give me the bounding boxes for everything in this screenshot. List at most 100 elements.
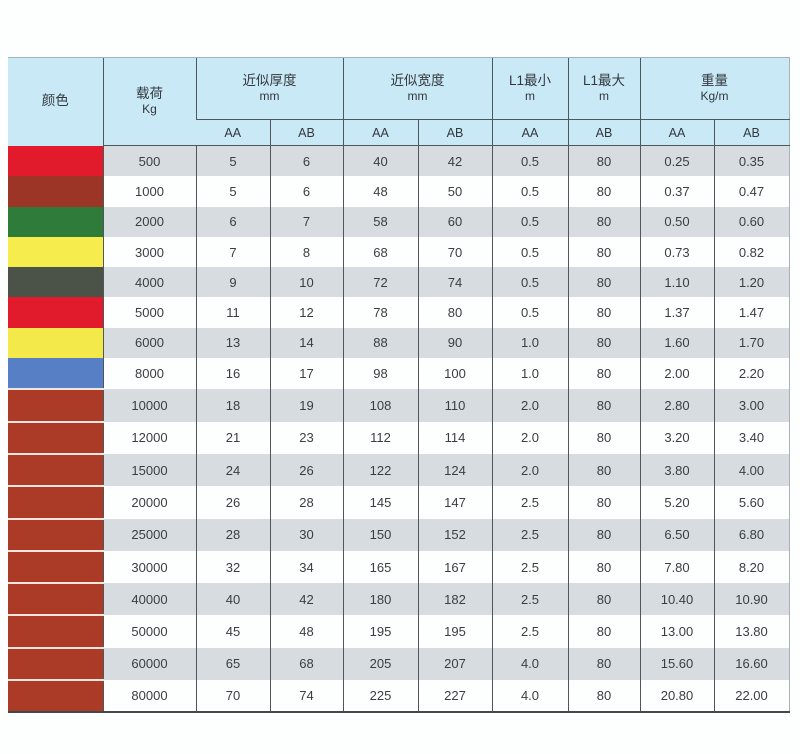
header-row-main: 颜色 载荷 Kg 近似厚度 mm 近似宽度 mm L1最小 m: [8, 57, 790, 146]
header-l1-max-label: L1最大: [582, 72, 626, 88]
cell-l1_max: 80: [567, 583, 640, 616]
cell-t_aa: 26: [195, 486, 270, 519]
table-row: 25000 28 30 150 152 2.5 80 6.50 6.80: [8, 518, 790, 552]
cell-wt_ab: 3.40: [713, 421, 790, 454]
cell-t_ab: 30: [269, 518, 343, 551]
cell-t_ab: 74: [269, 680, 343, 714]
color-swatch-blue: [8, 358, 103, 391]
cell-l1_min: 0.5: [491, 176, 568, 207]
cell-wt_ab: 0.47: [713, 176, 790, 207]
cell-wt_aa: 15.60: [639, 647, 714, 681]
cell-l1_min: 0.5: [491, 267, 568, 298]
cell-t_aa: 32: [195, 550, 270, 584]
table-row: 30000 32 34 165 167 2.5 80 7.80 8.20: [8, 550, 790, 585]
cell-load: 6000: [102, 327, 196, 359]
cell-t_aa: 40: [195, 583, 270, 616]
table-row: 6000 13 14 88 90 1.0 80 1.60 1.70: [8, 327, 790, 359]
header-width: 近似宽度 mm: [342, 57, 492, 120]
color-swatch-brick-red: [8, 583, 103, 617]
subheader-thickness-aa: AA: [196, 119, 270, 146]
header-l1-min: L1最小 m: [491, 57, 568, 120]
cell-l1_min: 2.5: [491, 550, 568, 584]
cell-t_aa: 11: [195, 297, 270, 328]
cell-t_ab: 12: [269, 297, 343, 328]
cell-wt_aa: 2.00: [639, 358, 714, 390]
cell-w_ab: 152: [417, 518, 492, 551]
header-weight-label: 重量: [701, 72, 728, 88]
table-row: 60000 65 68 205 207 4.0 80 15.60 16.60: [8, 647, 790, 682]
cell-t_aa: 6: [195, 206, 270, 237]
cell-w_ab: 50: [417, 176, 492, 207]
cell-w_aa: 150: [342, 518, 418, 551]
cell-wt_ab: 13.80: [713, 615, 790, 648]
header-l1-max: L1最大 m: [567, 57, 640, 120]
cell-w_aa: 98: [342, 358, 418, 390]
color-swatch-brick-red: [8, 615, 103, 649]
cell-t_ab: 68: [269, 647, 343, 681]
cell-w_ab: 114: [417, 421, 492, 454]
table-row: 12000 21 23 112 114 2.0 80 3.20 3.40: [8, 421, 790, 455]
header-load: 载荷 Kg: [102, 57, 196, 146]
cell-w_ab: 110: [417, 389, 492, 422]
cell-load: 40000: [102, 583, 196, 616]
cell-l1_min: 4.0: [491, 680, 568, 714]
cell-load: 20000: [102, 486, 196, 519]
cell-t_aa: 13: [195, 327, 270, 359]
header-thickness: 近似厚度 mm: [195, 57, 343, 120]
cell-l1_max: 80: [567, 647, 640, 681]
spec-table: 颜色 载荷 Kg 近似厚度 mm 近似宽度 mm L1最小 m: [8, 57, 790, 714]
cell-w_ab: 42: [417, 145, 492, 177]
cell-t_aa: 70: [195, 680, 270, 714]
subheader-l1-max-ab: AB: [567, 119, 640, 146]
header-row-sub: AA AB AA AB AA AB AA AB: [8, 119, 790, 146]
cell-t_ab: 7: [269, 206, 343, 237]
cell-load: 15000: [102, 453, 196, 487]
cell-l1_min: 2.0: [491, 453, 568, 487]
cell-w_aa: 78: [342, 297, 418, 328]
cell-load: 50000: [102, 615, 196, 648]
header-l1-min-unit: m: [525, 89, 535, 104]
cell-l1_max: 80: [567, 236, 640, 268]
cell-load: 2000: [102, 206, 196, 237]
color-swatch-charcoal: [8, 267, 103, 298]
cell-w_ab: 90: [417, 327, 492, 359]
cell-t_ab: 34: [269, 550, 343, 584]
cell-l1_max: 80: [567, 389, 640, 422]
cell-wt_aa: 1.37: [639, 297, 714, 328]
table-row: 8000 16 17 98 100 1.0 80 2.00 2.20: [8, 358, 790, 391]
cell-w_aa: 88: [342, 327, 418, 359]
cell-w_aa: 108: [342, 389, 418, 422]
cell-wt_aa: 0.73: [639, 236, 714, 268]
header-color: 颜色: [8, 57, 103, 146]
cell-wt_aa: 13.00: [639, 615, 714, 648]
cell-w_ab: 100: [417, 358, 492, 390]
cell-wt_ab: 5.60: [713, 486, 790, 519]
cell-w_aa: 195: [342, 615, 418, 648]
table-row: 5000 11 12 78 80 0.5 80 1.37 1.47: [8, 297, 790, 328]
cell-load: 5000: [102, 297, 196, 328]
cell-wt_aa: 3.80: [639, 453, 714, 487]
header-thickness-label: 近似厚度: [242, 72, 297, 88]
table-row: 3000 7 8 68 70 0.5 80 0.73 0.82: [8, 236, 790, 268]
cell-t_aa: 9: [195, 267, 270, 298]
cell-wt_ab: 10.90: [713, 583, 790, 616]
cell-t_aa: 21: [195, 421, 270, 454]
cell-t_ab: 23: [269, 421, 343, 454]
cell-wt_ab: 4.00: [713, 453, 790, 487]
cell-wt_ab: 8.20: [713, 550, 790, 584]
cell-w_ab: 227: [417, 680, 492, 714]
cell-w_aa: 58: [342, 206, 418, 237]
cell-l1_max: 80: [567, 267, 640, 298]
cell-load: 30000: [102, 550, 196, 584]
header-l1-max-unit: m: [599, 89, 609, 104]
cell-wt_aa: 7.80: [639, 550, 714, 584]
cell-wt_aa: 0.50: [639, 206, 714, 237]
table-row: 20000 26 28 145 147 2.5 80 5.20 5.60: [8, 486, 790, 520]
cell-wt_ab: 0.60: [713, 206, 790, 237]
color-swatch-red: [8, 297, 103, 328]
cell-w_ab: 70: [417, 236, 492, 268]
cell-wt_ab: 1.20: [713, 267, 790, 298]
cell-l1_max: 80: [567, 145, 640, 177]
cell-t_ab: 48: [269, 615, 343, 648]
